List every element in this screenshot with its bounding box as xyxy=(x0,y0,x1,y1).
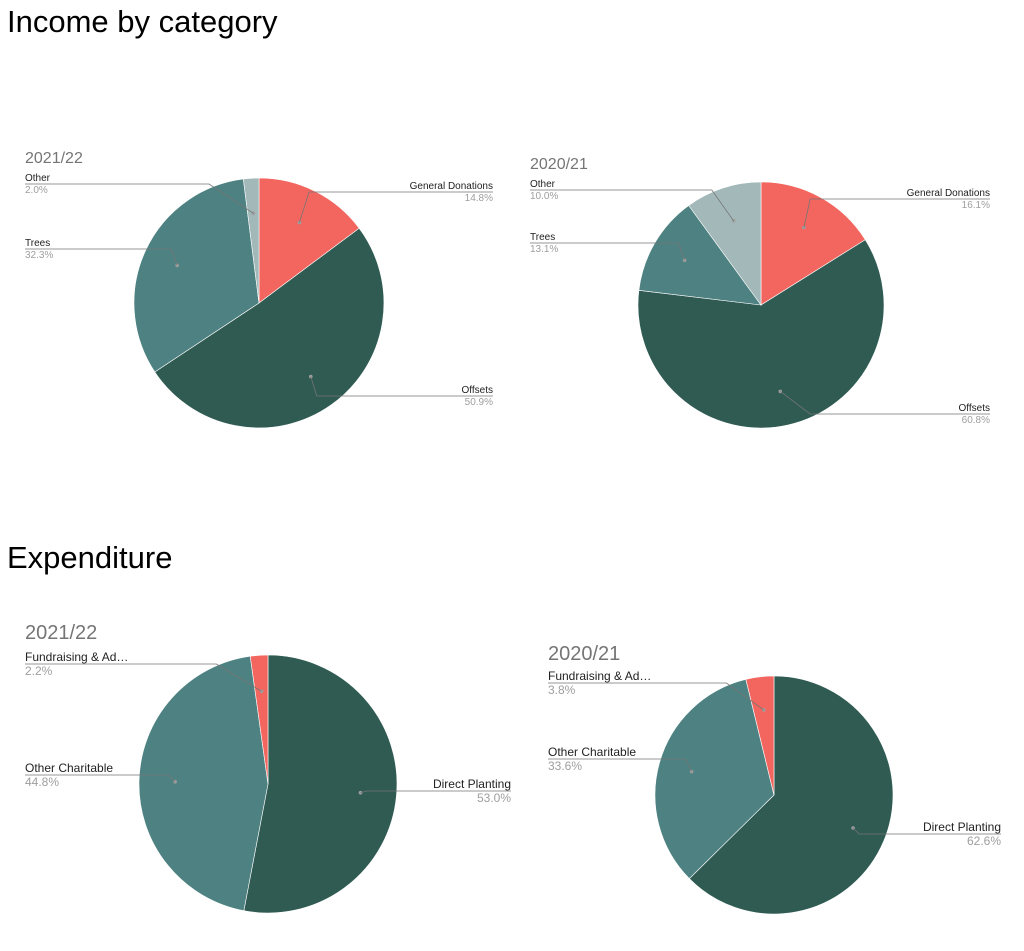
pie-slice-direct-planting xyxy=(243,654,398,914)
chart-title: 2020/21 xyxy=(548,643,620,665)
slice-label-trees: Trees xyxy=(25,238,50,249)
pie-slice-other-charitable xyxy=(138,655,269,912)
slice-label-other-charitable: Other Charitable xyxy=(548,745,636,759)
slice-label-other: Other xyxy=(530,179,556,190)
slice-percent-trees: 32.3% xyxy=(25,250,53,261)
pie-slice-general-donations xyxy=(760,181,866,306)
pie-slice-trees xyxy=(133,178,260,373)
leader-line xyxy=(548,682,765,711)
slice-label-fundraising-ad: Fundraising & Ad… xyxy=(548,669,651,683)
slice-percent-trees: 13.1% xyxy=(530,244,558,255)
leader-dot xyxy=(358,790,363,795)
leader-line xyxy=(780,391,990,415)
slice-label-fundraising-ad: Fundraising & Ad… xyxy=(25,650,128,664)
slice-label-general-donations: General Donations xyxy=(410,181,493,192)
chart-title: 2021/22 xyxy=(25,622,97,644)
leader-line xyxy=(25,774,176,782)
slice-label-direct-planting: Direct Planting xyxy=(923,820,1001,834)
pie-slice-fundraising-ad xyxy=(745,675,775,796)
leader-line xyxy=(530,189,734,222)
slice-percent-fundraising-ad: 2.2% xyxy=(25,664,53,678)
leader-dot xyxy=(259,689,264,694)
slice-label-offsets: Offsets xyxy=(959,403,991,414)
slice-percent-offsets: 50.9% xyxy=(465,397,493,408)
pie-slice-other xyxy=(688,181,762,306)
pie-slice-offsets xyxy=(154,227,385,429)
pie-slice-offsets xyxy=(637,239,885,429)
slice-percent-general-donations: 16.1% xyxy=(962,200,990,211)
leader-line xyxy=(310,376,493,397)
pie-slice-direct-planting xyxy=(688,675,894,915)
leader-line xyxy=(803,198,990,228)
chart-title: 2021/22 xyxy=(25,150,83,167)
slice-label-offsets: Offsets xyxy=(462,385,494,396)
leader-line xyxy=(25,183,254,214)
leader-line xyxy=(852,827,1001,835)
slice-percent-other: 2.0% xyxy=(25,185,48,196)
slice-percent-other-charitable: 33.6% xyxy=(548,759,582,773)
leader-line xyxy=(548,758,692,772)
slice-percent-other: 10.0% xyxy=(530,191,558,202)
slice-label-other: Other xyxy=(25,173,51,184)
slice-label-direct-planting: Direct Planting xyxy=(433,777,511,791)
income-section-title: Income by category xyxy=(7,4,278,39)
pie-slice-general-donations xyxy=(258,177,360,304)
leader-line xyxy=(299,191,493,223)
slice-label-other-charitable: Other Charitable xyxy=(25,761,113,775)
leader-line xyxy=(360,790,511,794)
leader-line xyxy=(25,663,262,692)
slice-percent-direct-planting: 62.6% xyxy=(967,834,1001,848)
leader-line xyxy=(25,248,178,266)
slice-percent-fundraising-ad: 3.8% xyxy=(548,683,576,697)
slice-percent-offsets: 60.8% xyxy=(962,415,990,426)
slice-percent-other-charitable: 44.8% xyxy=(25,775,59,789)
slice-label-trees: Trees xyxy=(530,232,555,243)
leader-dot xyxy=(682,258,687,262)
chart-title: 2020/21 xyxy=(530,156,588,173)
slice-percent-direct-planting: 53.0% xyxy=(477,791,511,805)
expenditure-section-title: Expenditure xyxy=(7,540,173,575)
slice-percent-general-donations: 14.8% xyxy=(465,193,493,204)
leader-line xyxy=(530,242,685,261)
pie-slice-other-charitable xyxy=(654,679,775,880)
slice-label-general-donations: General Donations xyxy=(907,188,990,199)
